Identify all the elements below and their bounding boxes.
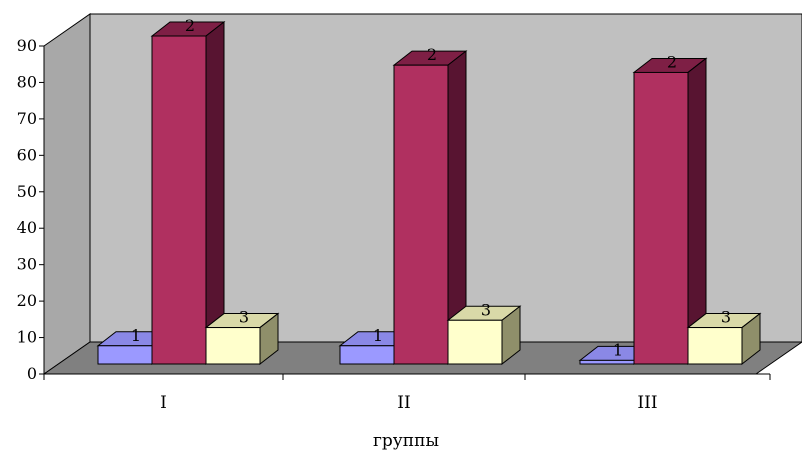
bar-front: [687, 327, 743, 365]
bar-label: 1: [373, 326, 383, 345]
side-wall: [43, 13, 91, 375]
x-axis-title: группы: [373, 431, 439, 451]
y-tick-label: 60: [17, 145, 37, 164]
bar-front: [579, 359, 635, 365]
y-tick-label: 90: [17, 36, 37, 55]
bar-label: 1: [613, 340, 623, 359]
x-tick-label: II: [397, 393, 410, 413]
bar-front: [151, 35, 207, 365]
bar-label: 2: [667, 52, 677, 71]
bar-label: 2: [427, 45, 437, 64]
y-tick-label: 0: [27, 364, 37, 383]
bar: 3: [204, 308, 280, 366]
bar-label: 3: [481, 300, 491, 319]
bar-label: 3: [721, 308, 731, 327]
y-tick-label: 70: [17, 109, 37, 128]
bar: 3: [446, 300, 522, 366]
y-tick-label: 20: [17, 291, 37, 310]
bars: 1 2 3 1 2 3 1 2 3: [96, 16, 762, 366]
bar: 2: [632, 52, 708, 366]
y-tick-label: 30: [17, 255, 37, 274]
x-tick-label: III: [637, 393, 657, 413]
bar-label: 1: [131, 326, 141, 345]
bar-front: [339, 345, 395, 365]
bar-front: [97, 345, 153, 365]
bar: 2: [150, 16, 226, 366]
y-tick-label: 10: [17, 328, 37, 347]
y-tick-label: 50: [17, 182, 37, 201]
x-tick-label: I: [160, 393, 167, 413]
bar-front: [447, 319, 503, 365]
bar: 3: [686, 308, 762, 366]
bar: 2: [392, 45, 468, 366]
bar-front: [393, 64, 449, 365]
bar-label: 2: [185, 16, 195, 35]
y-tick-label: 40: [17, 218, 37, 237]
bar-side: [205, 20, 225, 366]
y-tick-label: 80: [17, 72, 37, 91]
bar-front: [205, 327, 261, 365]
bar-label: 3: [239, 308, 249, 327]
bar-front: [633, 71, 689, 365]
